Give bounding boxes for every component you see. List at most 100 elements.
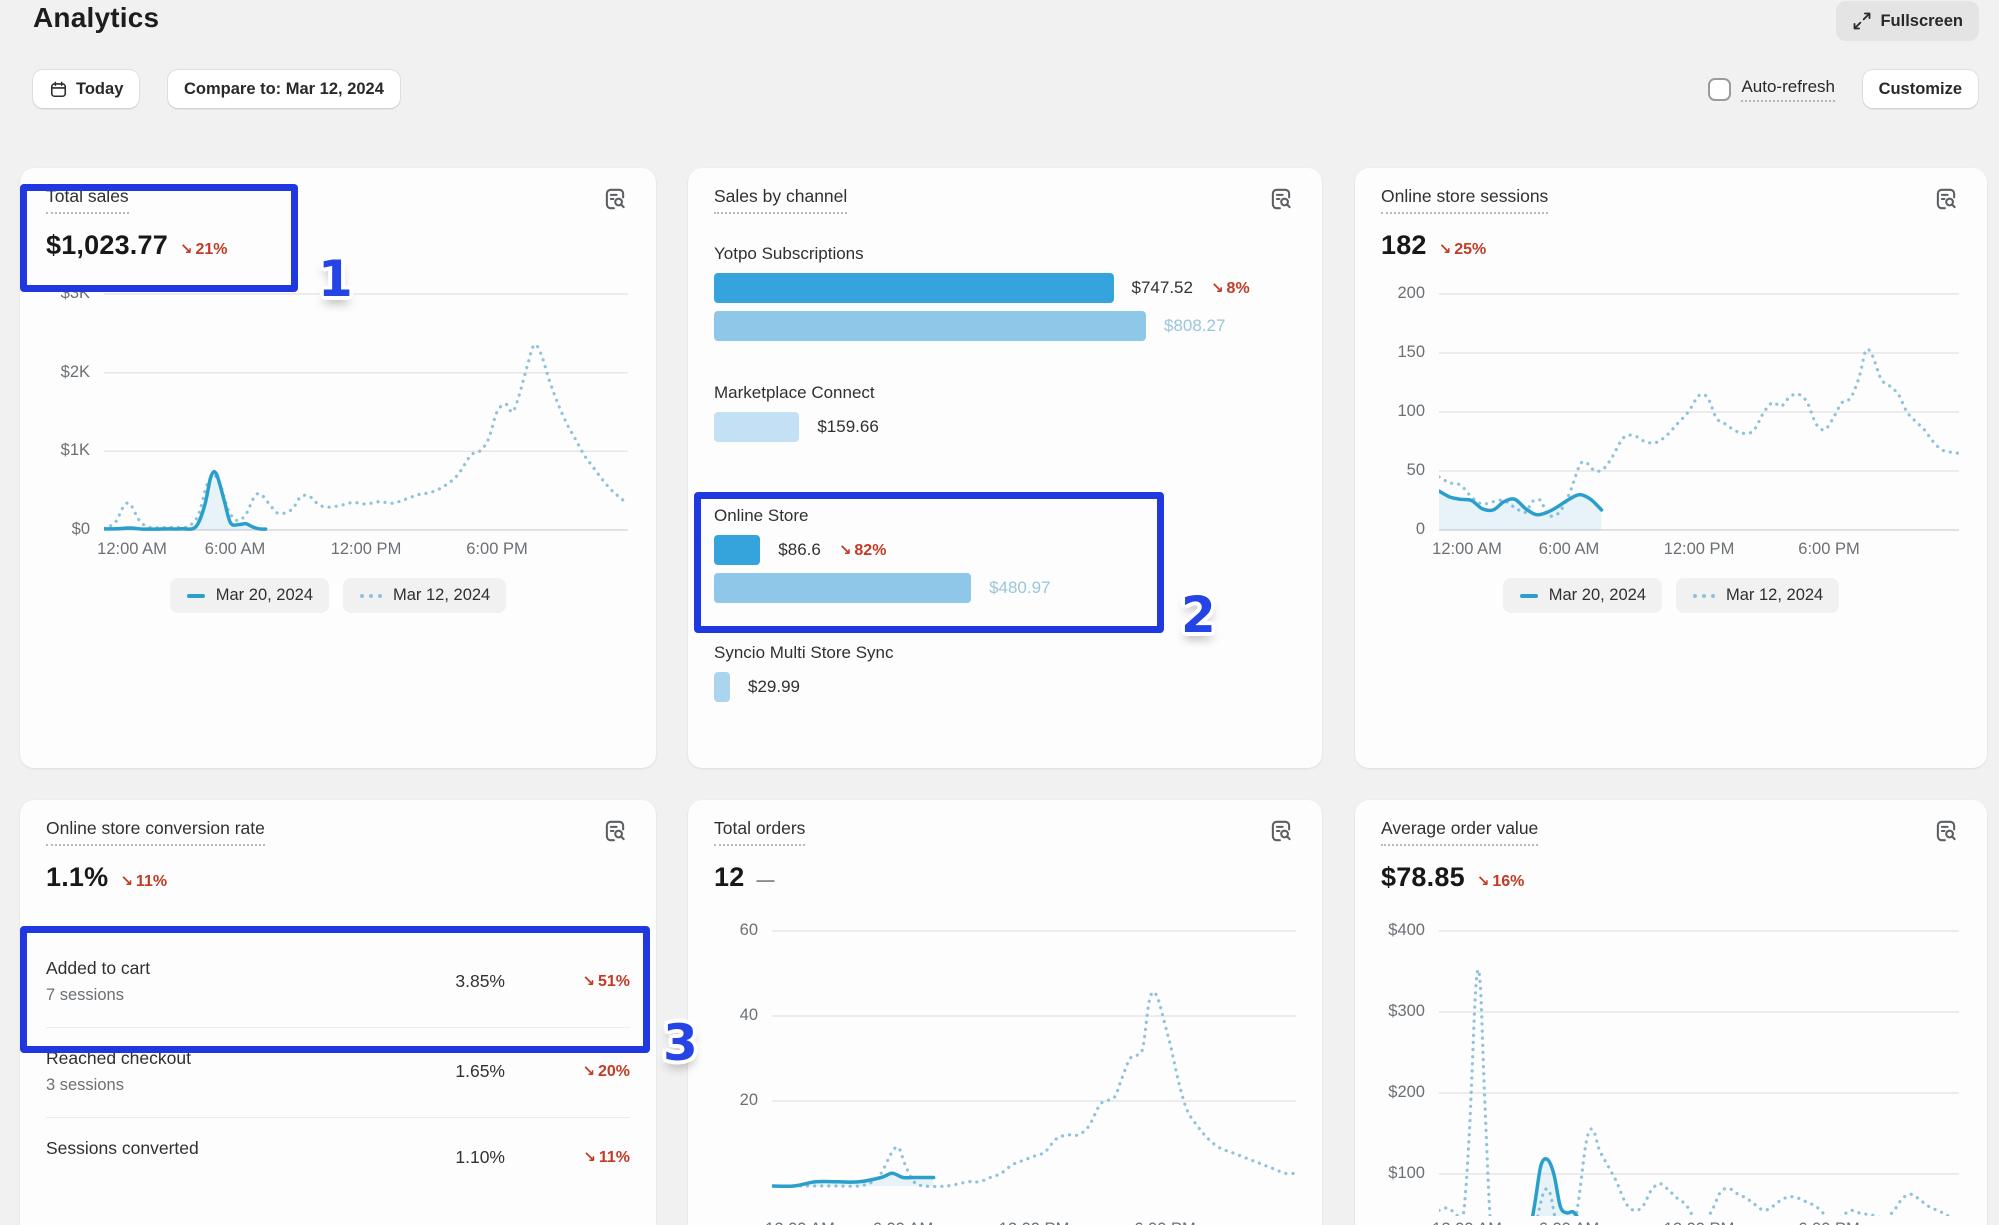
funnel-row-value: 1.10% [455,1146,505,1167]
explore-report-icon[interactable] [1931,184,1961,217]
y-axis-tick-label: $1K [60,441,90,460]
explore-report-icon[interactable] [600,184,630,217]
y-axis-tick-label: $2K [60,362,90,381]
y-axis-tick-label: 0 [1415,520,1425,538]
arrow-down-right-icon: ↘ [582,1062,595,1080]
metric-change: ↘ 21% [179,240,228,258]
chart-plot-area [772,930,1298,1189]
y-axis-tick-label: $3K [60,284,90,302]
y-axis-tick-label: 20 [739,1091,758,1109]
fullscreen-button[interactable]: Fullscreen [1836,1,1979,41]
channel-name: Yotpo Subscriptions [714,244,864,263]
y-axis-tick-label: $100 [1388,1164,1425,1182]
channel-name: Syncio Multi Store Sync [714,643,894,662]
compare-to-button[interactable]: Compare to: Mar 12, 2024 [168,70,400,108]
x-axis-tick-label: 6:00 AM [204,540,266,558]
y-axis-tick-label: $200 [1388,1083,1425,1101]
auto-refresh-checkbox[interactable] [1708,77,1732,101]
channel-change: ↘ 82% [838,540,887,559]
x-axis-tick-label: 12:00 AM [1432,540,1502,558]
x-axis-tick-label: 12:00 AM [765,1220,835,1225]
y-axis-tick-label: 50 [1406,461,1425,479]
x-axis-tick-label: 12:00 AM [1432,1220,1502,1225]
y-axis-tick-label: 40 [739,1006,758,1024]
metric-value: $1,023.77 [46,230,168,260]
explore-report-icon[interactable] [1266,816,1296,849]
x-axis-tick-label: 12:00 PM [999,1220,1070,1225]
chart-plot-area [104,293,630,531]
metric-change: ↘ 11% [120,872,168,890]
y-axis-tick-label: $0 [71,520,90,538]
arrow-down-right-icon: ↘ [582,972,595,990]
legend-previous-period: Mar 12, 2024 [343,578,507,613]
funnel-row: Sessions converted 1.10% ↘ 11% [46,1117,630,1198]
fullscreen-expand-icon [1852,11,1872,31]
funnel-row: Reached checkout 3 sessions 1.65% ↘ 20% [46,1027,630,1117]
x-axis-tick-label: 6:00 AM [1538,540,1600,558]
card-title[interactable]: Total sales [46,186,129,214]
card-title[interactable]: Online store conversion rate [46,818,265,846]
funnel-row-change: ↘ 51% [582,972,630,990]
metric-value: 1.1% [46,862,109,892]
explore-report-icon[interactable] [600,816,630,849]
line-chart-orders: 60 40 20 [714,916,1298,1216]
x-axis-tick-label: 6:00 PM [466,540,528,558]
channel-value-current: $747.52 [1131,278,1193,297]
channel-bar-previous [714,573,972,603]
dotted-line-swatch [360,593,382,598]
arrow-down-right-icon: ↘ [1476,872,1490,890]
channel-group: Yotpo Subscriptions $747.52 ↘ 8% $808.27 [714,244,1296,341]
funnel-row-title: Reached checkout [46,1048,191,1068]
auto-refresh-label: Auto-refresh [1741,77,1835,102]
chart-plot-area [1439,293,1961,531]
card-title[interactable]: Average order value [1381,818,1539,846]
funnel-row-title: Sessions converted [46,1138,199,1158]
channel-value-current: $159.66 [817,417,879,436]
y-axis-tick-label: 200 [1397,284,1425,302]
funnel-row-change: ↘ 20% [582,1062,630,1080]
legend-current-period: Mar 20, 2024 [1502,578,1662,613]
channel-bar-current [714,412,800,442]
arrow-down-right-icon: ↘ [179,240,193,258]
x-axis-tick-label: 12:00 AM [97,540,167,558]
y-axis-tick-label: $300 [1388,1002,1425,1020]
card-title[interactable]: Total orders [714,818,806,846]
funnel-row: Added to cart 7 sessions 3.85% ↘ 51% [46,938,630,1027]
card-total-orders: Total orders 12 — 60402012:00 AM6:00 AM1… [688,800,1322,1225]
explore-report-icon[interactable] [1931,816,1961,849]
channel-bar-current [714,535,761,565]
x-axis-tick-label: 6:00 AM [1539,1220,1600,1225]
explore-report-icon[interactable] [1266,184,1296,217]
card-title[interactable]: Sales by channel [714,186,848,214]
channel-bar-current [714,672,731,702]
line-chart-total-sales: $3K $2K $1K $0 [46,284,630,538]
card-sales-by-channel: Sales by channel Yotpo Subscriptions $747… [688,168,1322,768]
legend-current-period: Mar 20, 2024 [169,578,329,613]
y-axis-tick-label: $400 [1388,921,1425,939]
legend-previous-period: Mar 12, 2024 [1676,578,1840,613]
x-axis-tick-label: 6:00 PM [1798,1220,1859,1225]
solid-line-swatch [186,593,205,598]
channel-group: Syncio Multi Store Sync $29.99 [714,643,1296,702]
date-range-button[interactable]: Today [33,70,140,108]
funnel-row-sessions: 7 sessions [46,986,124,1004]
channel-group: Online Store $86.6 ↘ 82% $480.97 [714,506,1296,603]
x-axis-tick-label: 6:00 PM [1134,1220,1195,1225]
customize-button[interactable]: Customize [1862,70,1978,108]
card-title[interactable]: Online store sessions [1381,186,1549,214]
funnel-row-value: 3.85% [455,971,505,991]
metric-value: $78.85 [1381,862,1465,892]
x-axis-tick-label: 12:00 PM [1664,1220,1735,1225]
channel-value-previous: $808.27 [1164,316,1226,335]
page-title: Analytics [33,2,160,33]
arrow-down-right-icon: ↘ [1438,240,1452,258]
channel-change: ↘ 8% [1210,278,1250,297]
card-conversion-rate: Online store conversion rate 1.1% ↘ 11% A… [20,800,656,1225]
card-total-sales: Total sales $1,023.77 ↘ 21% $3K $2K $1K $0 12… [20,168,656,768]
channel-name: Online Store [714,506,809,525]
solid-line-swatch [1519,593,1538,598]
chart-plot-area [1439,930,1959,1216]
arrow-down-right-icon: ↘ [583,1147,596,1166]
x-axis-tick-label: 6:00 AM [873,1220,934,1225]
x-axis: 12:00 AM 6:00 AM 12:00 PM 6:00 PM [1381,1216,1961,1225]
